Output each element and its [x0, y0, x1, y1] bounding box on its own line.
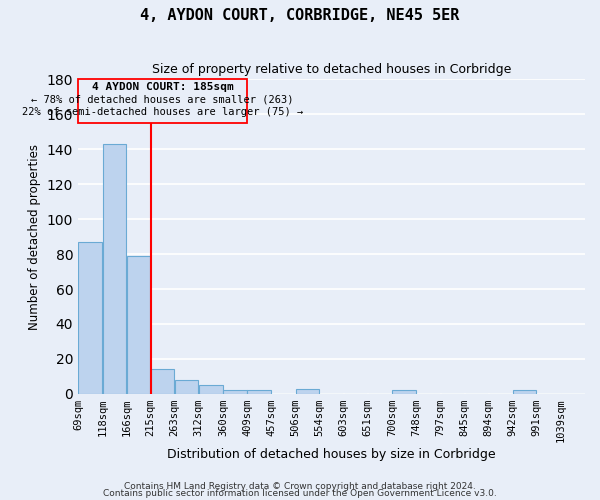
Text: 4, AYDON COURT, CORBRIDGE, NE45 5ER: 4, AYDON COURT, CORBRIDGE, NE45 5ER — [140, 8, 460, 22]
X-axis label: Distribution of detached houses by size in Corbridge: Distribution of detached houses by size … — [167, 448, 496, 461]
Text: ← 78% of detached houses are smaller (263): ← 78% of detached houses are smaller (26… — [31, 94, 294, 104]
Text: 22% of semi-detached houses are larger (75) →: 22% of semi-detached houses are larger (… — [22, 107, 303, 117]
Bar — [296, 388, 319, 394]
Bar — [175, 380, 199, 394]
Y-axis label: Number of detached properties: Number of detached properties — [28, 144, 41, 330]
Text: 4 AYDON COURT: 185sqm: 4 AYDON COURT: 185sqm — [92, 82, 233, 92]
Bar — [103, 144, 126, 394]
Bar — [247, 390, 271, 394]
Bar — [199, 385, 223, 394]
Text: Contains HM Land Registry data © Crown copyright and database right 2024.: Contains HM Land Registry data © Crown c… — [124, 482, 476, 491]
Bar — [79, 242, 102, 394]
Title: Size of property relative to detached houses in Corbridge: Size of property relative to detached ho… — [152, 62, 511, 76]
Bar — [513, 390, 536, 394]
Bar — [127, 256, 150, 394]
Bar — [151, 370, 175, 394]
Bar — [78, 80, 247, 123]
Bar — [392, 390, 416, 394]
Text: Contains public sector information licensed under the Open Government Licence v3: Contains public sector information licen… — [103, 490, 497, 498]
Bar — [223, 390, 247, 394]
